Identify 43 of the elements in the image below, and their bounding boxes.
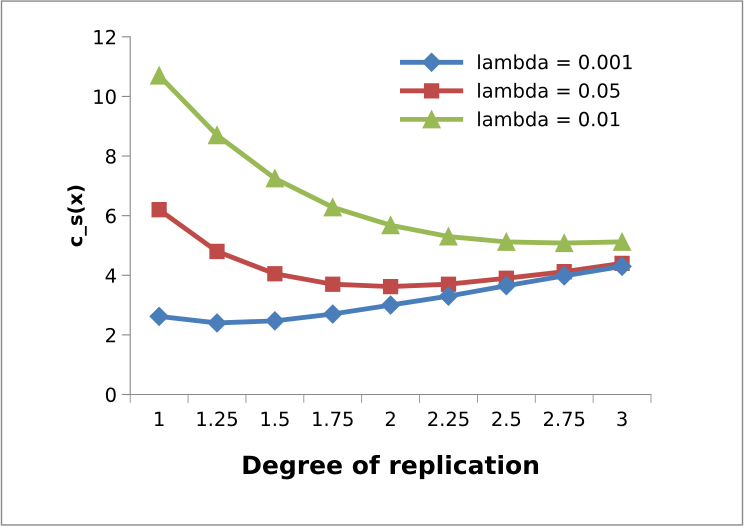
point bbox=[325, 276, 340, 292]
legend-label: lambda = 0.001 bbox=[478, 54, 632, 70]
y-tick-label: 2 bbox=[106, 328, 116, 342]
point bbox=[151, 202, 167, 218]
point bbox=[382, 216, 400, 234]
y-tick-label: 10 bbox=[94, 89, 116, 104]
x-tick-label: 1 bbox=[155, 412, 164, 426]
point bbox=[208, 126, 226, 144]
y-tick-label: 4 bbox=[106, 268, 116, 283]
x-tick-label: 1.75 bbox=[313, 412, 353, 426]
point bbox=[497, 232, 516, 251]
x-tick-label: 2 bbox=[386, 412, 395, 426]
point bbox=[613, 232, 632, 251]
point bbox=[439, 227, 458, 246]
x-tick-label: 2.5 bbox=[492, 412, 520, 426]
legend-label: lambda = 0.05 bbox=[478, 82, 620, 98]
y-tick-label: 8 bbox=[106, 149, 116, 164]
x-axis-title: Degree of replication bbox=[243, 454, 538, 480]
point bbox=[323, 304, 342, 324]
point bbox=[381, 296, 400, 315]
point bbox=[150, 306, 169, 326]
point bbox=[207, 313, 227, 332]
legend-label: lambda = 0.01 bbox=[478, 111, 620, 126]
x-tick-label: 2.75 bbox=[544, 412, 584, 426]
point bbox=[266, 169, 284, 188]
point bbox=[554, 266, 574, 286]
y-tick-label: 0 bbox=[106, 387, 116, 402]
point bbox=[496, 276, 516, 296]
x-tick-label: 2.25 bbox=[428, 412, 468, 426]
point bbox=[555, 234, 574, 252]
point bbox=[382, 278, 398, 294]
point bbox=[324, 198, 342, 216]
y-tick-label: 12 bbox=[94, 30, 116, 44]
x-tick-label: 1.5 bbox=[262, 412, 289, 426]
point bbox=[267, 266, 283, 282]
point bbox=[265, 311, 284, 330]
x-tick-label: 3 bbox=[617, 412, 627, 426]
y-tick-label: 6 bbox=[106, 208, 116, 224]
point bbox=[612, 256, 632, 276]
y-axis-title: c_s(x) bbox=[67, 186, 87, 246]
point bbox=[438, 286, 458, 306]
point bbox=[209, 244, 225, 260]
x-tick-label: 1.25 bbox=[197, 412, 237, 426]
